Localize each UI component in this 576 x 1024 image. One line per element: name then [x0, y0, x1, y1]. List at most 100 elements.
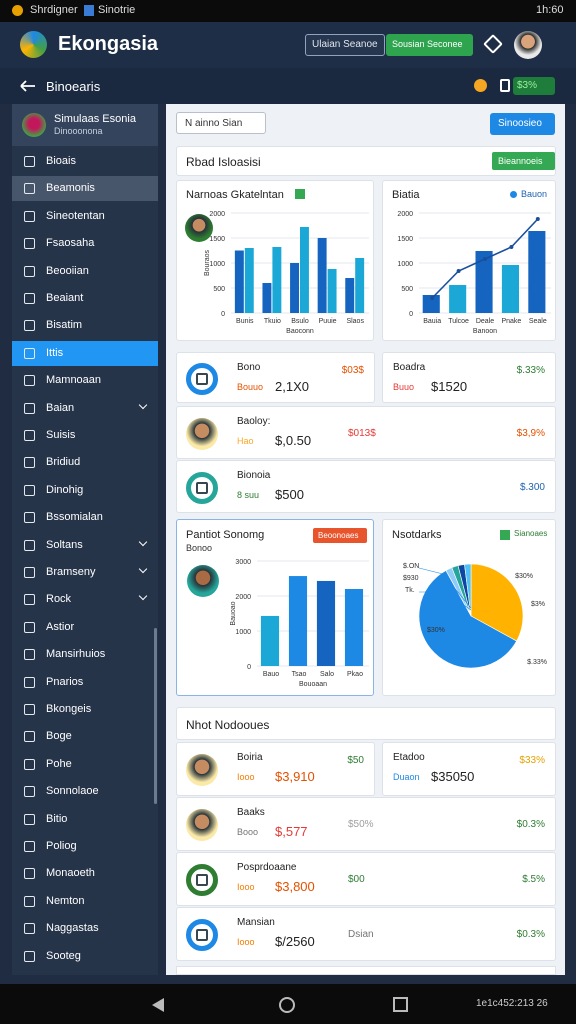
bar: [290, 263, 300, 313]
avatar[interactable]: [514, 31, 542, 59]
menu-item[interactable]: Suisis: [12, 423, 158, 448]
search-box[interactable]: Ulaian Seanoe: [305, 34, 385, 56]
item-amount: $500: [275, 487, 304, 502]
menu-label: Pnarios: [46, 675, 84, 688]
sidebar: [12, 104, 158, 975]
y-tick-label: 0: [247, 664, 251, 671]
menu-item[interactable]: Baian: [12, 396, 158, 421]
avatar: [186, 754, 218, 786]
dropdown[interactable]: N ainno Sian: [176, 112, 266, 134]
menu-icon: [24, 868, 35, 880]
point: [483, 257, 487, 261]
menu-item[interactable]: Sooteg: [12, 944, 158, 969]
y-tick-label: 1000: [397, 261, 413, 268]
primary-button[interactable]: Sousian Seconee: [386, 34, 473, 56]
item-tag: $00: [348, 874, 365, 885]
card: Bionoia 8 suu $500 $.300: [176, 460, 556, 513]
x-tick-label: Bauo: [263, 671, 279, 678]
menu-label: Dinohig: [46, 483, 84, 496]
back-button[interactable]: [152, 998, 164, 1012]
menu-item[interactable]: Beooiian: [12, 259, 158, 284]
item-amount: $3,800: [275, 879, 315, 894]
graphic[interactable]: [20, 80, 36, 92]
bar: [260, 615, 280, 666]
menu-item[interactable]: Bridiud: [12, 450, 158, 475]
item-tag: $50: [347, 755, 364, 766]
y-tick-label: 500: [401, 286, 413, 293]
leader-line: [419, 591, 472, 611]
menu-item[interactable]: Beamonis: [12, 176, 158, 202]
pie-slice: [418, 570, 517, 669]
menu-item[interactable]: Rock: [12, 587, 158, 612]
menu-item[interactable]: Fsaosaha: [12, 231, 158, 256]
item-title: Boiria: [237, 752, 263, 763]
menu-icon: [24, 402, 35, 414]
menu-item[interactable]: Bioais: [12, 149, 158, 174]
item-amount: $1520: [431, 379, 468, 394]
menu-item[interactable]: Nemton: [12, 889, 158, 914]
bar: [234, 250, 244, 313]
pie-label: $.33%: [527, 659, 547, 666]
item-label: Iooo: [237, 937, 255, 947]
menu-icon: [24, 758, 35, 770]
menu-item[interactable]: Bitio: [12, 807, 158, 832]
menu-item[interactable]: Soltans: [12, 533, 158, 558]
card: Mansian Iooo $/2560 Dsian $0.3%: [176, 907, 556, 961]
menu-item[interactable]: Dinohig: [12, 478, 158, 503]
menu-item[interactable]: Sineotentan: [12, 204, 158, 229]
menu-item[interactable]: Boge: [12, 724, 158, 749]
x-tick-label: Deale: [476, 318, 494, 325]
x-axis-label: Bouoaan: [299, 681, 327, 688]
y-tick-label: 2000: [397, 211, 413, 218]
bar: [317, 238, 327, 313]
menu-item[interactable]: Poliog: [12, 834, 158, 859]
menu-item[interactable]: Monaoeth: [12, 861, 158, 886]
recent-button[interactable]: [393, 997, 408, 1012]
primary-button[interactable]: Sinoosieo: [490, 113, 555, 135]
menu-item[interactable]: Bssomialan: [12, 505, 158, 530]
home-button[interactable]: [279, 997, 295, 1013]
menu-item[interactable]: Astior: [12, 615, 158, 640]
y-tick-label: 3000: [235, 559, 251, 566]
badge[interactable]: $3%: [513, 77, 555, 95]
icon: [295, 189, 305, 199]
card: Boiria Iooo $3,910 $50: [176, 742, 375, 796]
menu-item[interactable]: Ittis: [12, 340, 158, 366]
menu-item[interactable]: Bramseny: [12, 560, 158, 585]
ring-icon: [186, 362, 218, 395]
point: [430, 296, 435, 300]
menu-item[interactable]: Pohe: [12, 752, 158, 777]
chart-title: Pantiot Sonomg: [186, 529, 265, 541]
button[interactable]: Beoonoaes: [313, 528, 367, 543]
menu-icon: [24, 786, 35, 798]
card: Nsotdarks Sianoaes $30% $3% $.33% $30% $.ON Tk.…: [382, 519, 556, 696]
menu-item[interactable]: Sonnolaoe: [12, 779, 158, 804]
menu-item[interactable]: Naggastas: [12, 916, 158, 941]
scrollbar: [154, 628, 157, 804]
bar: [501, 265, 520, 313]
menu-item[interactable]: Pnarios: [12, 670, 158, 695]
x-axis-label: Banoon: [473, 328, 497, 335]
status-icon: [84, 5, 94, 16]
menu-icon: [24, 594, 35, 606]
menu-icon: [24, 347, 35, 359]
menu-label: Baian: [46, 401, 75, 414]
menu-item[interactable]: Beaiant: [12, 286, 158, 311]
app-bar: [0, 22, 576, 68]
menu-icon: [24, 923, 35, 935]
x-tick-label: Tsao: [292, 671, 307, 678]
item-title: Etadoo: [393, 752, 425, 763]
menu-label: Mansirhuios: [46, 648, 106, 661]
y-tick-label: 1000: [235, 629, 251, 636]
menu-item[interactable]: Bkongeis: [12, 697, 158, 722]
menu-item[interactable]: Mansirhuios: [12, 642, 158, 667]
item-tag: $013$: [348, 427, 376, 439]
legend-label: Sianoaes: [514, 529, 548, 538]
x-tick-label: Bunis: [236, 318, 254, 325]
button[interactable]: Bieannoeis: [492, 152, 555, 170]
item-label: Bouuo: [237, 382, 264, 392]
menu-item[interactable]: Mamnoaan: [12, 368, 158, 393]
user-role: Dinooonona: [54, 126, 103, 136]
menu-item[interactable]: Bisatim: [12, 313, 158, 338]
